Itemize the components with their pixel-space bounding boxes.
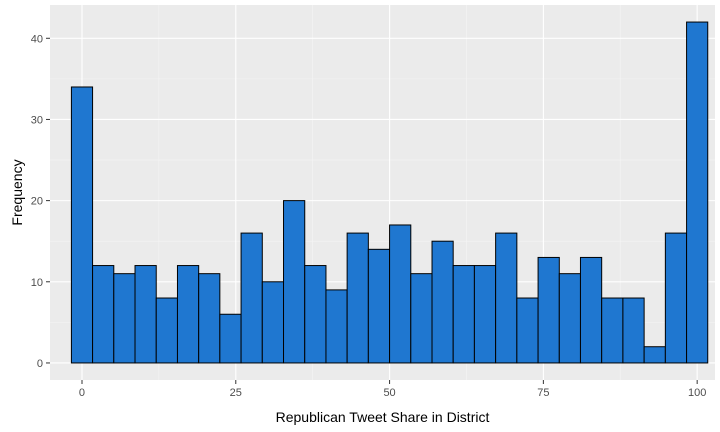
histogram-bar [452,265,475,364]
histogram-bar [601,297,624,364]
histogram-bar [664,232,688,364]
x-tick-label: 25 [230,387,242,399]
y-tick-label: 40 [31,33,43,45]
histogram-bar [70,86,94,364]
histogram-bar [176,265,200,364]
histogram-bar [537,256,560,364]
histogram-bar [686,21,709,364]
histogram-bar [155,297,178,364]
histogram-bar [516,297,539,364]
histogram-bar [261,281,285,364]
histogram-bar [389,224,412,364]
histogram-bar [113,273,136,364]
histogram-bar [92,265,115,364]
histogram-bar [283,200,306,364]
x-tick-label: 75 [537,387,549,399]
histogram-bar [325,289,348,364]
x-axis-title: Republican Tweet Share in District [276,409,490,425]
histogram-bar [304,265,327,364]
axes: 0 25 50 75 100 0 10 20 30 40 [31,33,707,399]
x-tick-label: 50 [383,387,395,399]
x-tick-label: 100 [688,387,706,399]
histogram-bar [346,232,369,364]
histogram-bar [367,248,391,364]
histogram-bar [219,313,242,364]
histogram-bar [431,240,454,364]
y-tick-label: 30 [31,114,43,126]
histogram-bar [198,273,221,364]
y-axis-title: Frequency [9,159,25,225]
x-tick-label: 0 [79,387,85,399]
histogram-bar [558,273,581,364]
y-tick-label: 10 [31,277,43,289]
minor-gridlines [50,5,715,380]
histogram-bars [70,21,709,364]
histogram-bar [240,232,263,364]
histogram-bar [643,346,666,364]
histogram-bar [134,265,157,364]
histogram-bar [622,297,645,364]
histogram-bar [579,256,603,364]
histogram-bar [495,232,518,364]
histogram-bar [473,265,497,364]
y-tick-label: 20 [31,196,43,208]
histogram-bar [410,273,433,364]
y-tick-label: 0 [37,358,43,370]
